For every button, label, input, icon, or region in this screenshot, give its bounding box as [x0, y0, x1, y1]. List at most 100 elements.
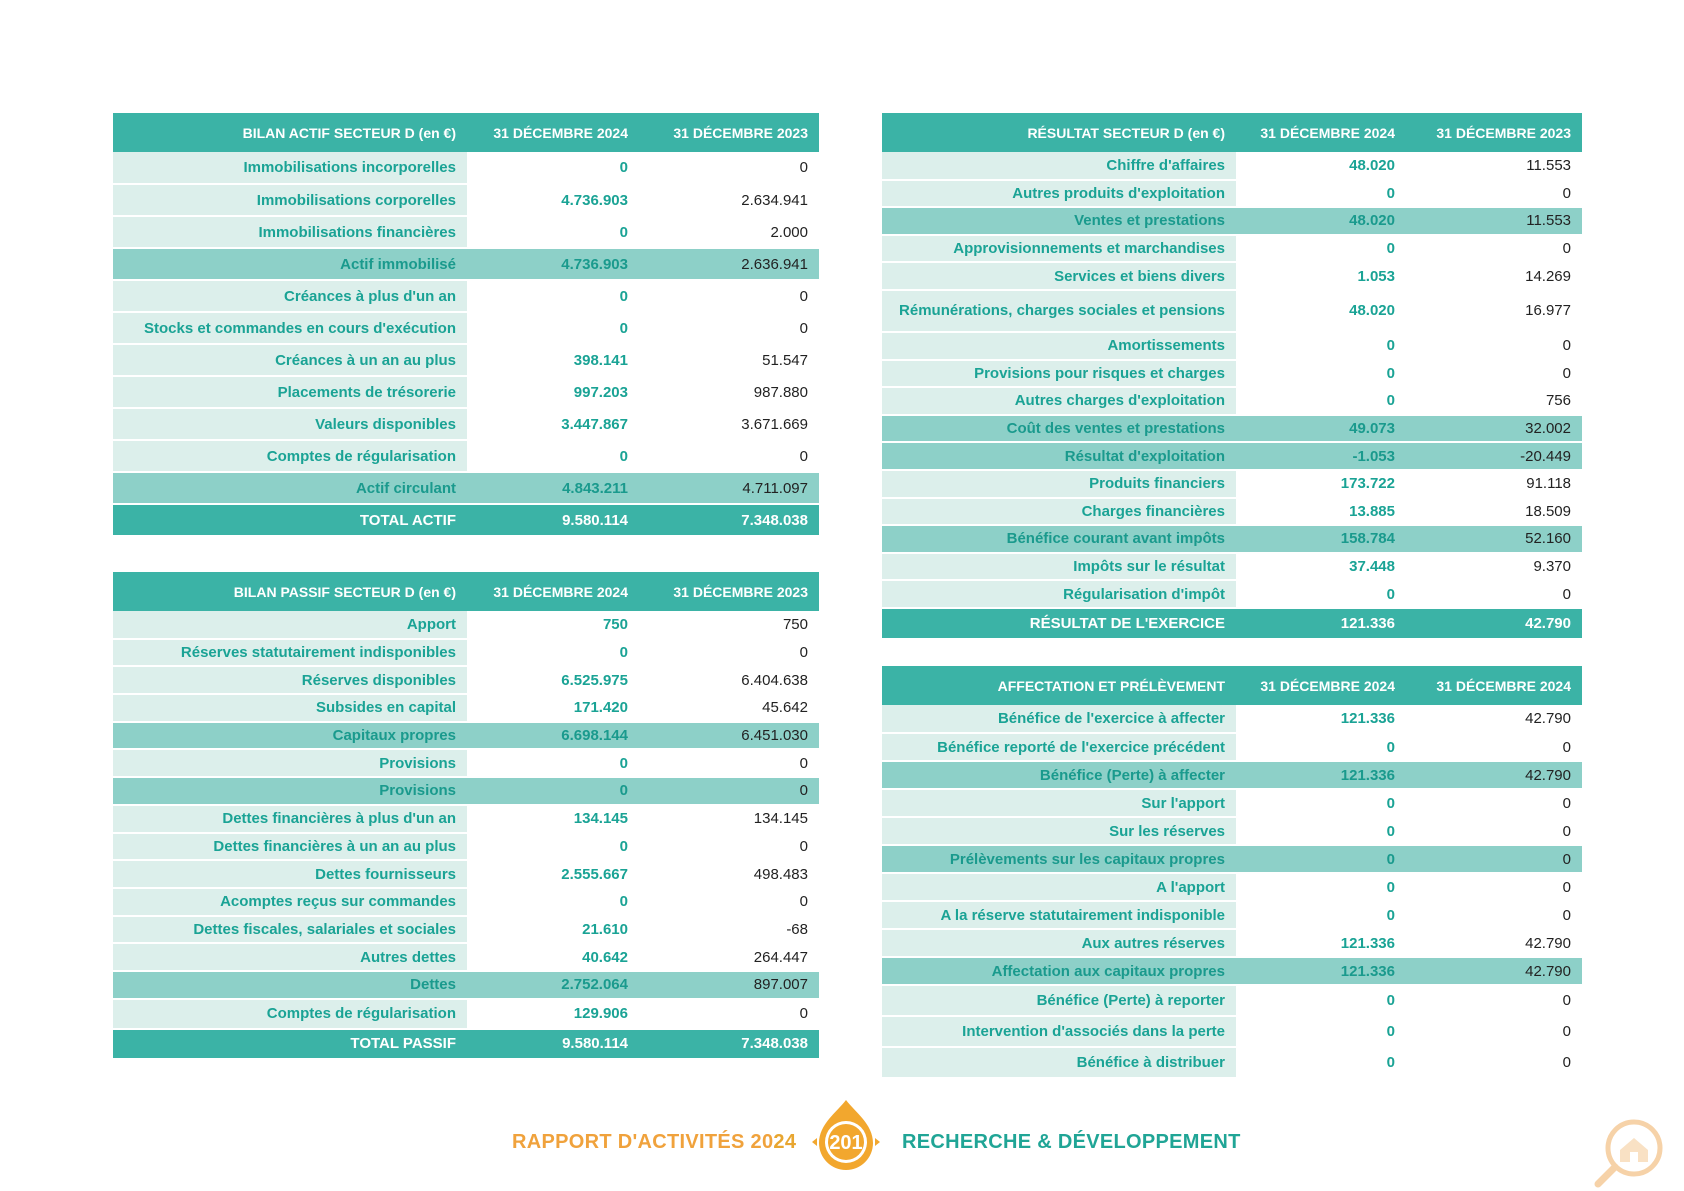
row-label: Valeurs disponibles — [113, 408, 467, 441]
total-row: TOTAL ACTIF 9.580.114 7.348.038 — [113, 504, 819, 537]
value-2024: 997.203 — [467, 376, 639, 409]
value-2024: 121.336 — [1236, 607, 1406, 640]
table-row: Dettes fournisseurs 2.555.667 498.483 — [113, 860, 819, 889]
row-label: Créances à un an au plus — [113, 344, 467, 377]
row-label: TOTAL PASSIF — [113, 1028, 467, 1060]
row-label: Intervention d'associés dans la perte — [882, 1016, 1236, 1048]
footer-report-title: RAPPORT D'ACTIVITÉS 2024 — [512, 1131, 796, 1154]
row-label: Produits financiers — [882, 469, 1236, 499]
row-label: Stocks et commandes en cours d'exécution — [113, 312, 467, 345]
bilan-actif-table: BILAN ACTIF SECTEUR D (en €) 31 DÉCEMBRE… — [113, 113, 819, 537]
subtotal-row: Ventes et prestations 48.020 11.553 — [882, 207, 1582, 236]
row-label: A la réserve statutairement indisponible — [882, 901, 1236, 930]
row-label: Capitaux propres — [113, 721, 467, 751]
value-2023: 0 — [639, 749, 819, 779]
value-2023: 0 — [639, 998, 819, 1030]
value-2023: 18.509 — [1406, 497, 1582, 527]
row-label: Rémunérations, charges sociales et pensi… — [882, 289, 1236, 333]
value-2024: 121.336 — [1236, 929, 1406, 958]
row-label: Coût des ventes et prestations — [882, 414, 1236, 444]
table-row: Bénéfice à distribuer 0 0 — [882, 1047, 1582, 1079]
value-2023: 0 — [1406, 789, 1582, 818]
value-2024: 0 — [467, 887, 639, 917]
table-row: Aux autres réserves 121.336 42.790 — [882, 929, 1582, 958]
value-2023: 42.790 — [1406, 761, 1582, 790]
value-2024: 0 — [467, 152, 639, 185]
table-row: Charges financières 13.885 18.509 — [882, 497, 1582, 527]
row-label: Bénéfice à distribuer — [882, 1047, 1236, 1079]
header-2024: 31 DÉCEMBRE 2024 — [1236, 113, 1406, 152]
table-row: Réserves statutairement indisponibles 0 0 — [113, 638, 819, 668]
value-2024: 0 — [1236, 901, 1406, 930]
subtotal-row: Coût des ventes et prestations 49.073 32.0… — [882, 414, 1582, 444]
page-number: 201 — [829, 1132, 862, 1154]
header-2023: 31 DÉCEMBRE 2023 — [1406, 113, 1582, 152]
row-label: Charges financières — [882, 497, 1236, 527]
table-row: Autres dettes 40.642 264.447 — [113, 943, 819, 972]
value-2023: 0 — [639, 280, 819, 313]
table-row: Dettes financières à un an au plus 0 0 — [113, 832, 819, 862]
table-header: BILAN ACTIF SECTEUR D (en €) 31 DÉCEMBRE… — [113, 113, 819, 152]
row-label: Dettes fournisseurs — [113, 860, 467, 889]
bilan-passif-table: BILAN PASSIF SECTEUR D (en €) 31 DÉCEMBR… — [113, 572, 819, 1060]
row-label: Affectation aux capitaux propres — [882, 957, 1236, 986]
value-2023: 0 — [1406, 179, 1582, 209]
value-2023: 14.269 — [1406, 262, 1582, 291]
row-label: Dettes fiscales, salariales et sociales — [113, 915, 467, 945]
row-label: Prélèvements sur les capitaux propres — [882, 845, 1236, 874]
value-2023: 0 — [1406, 817, 1582, 846]
footer-year-suffix: 24 — [773, 1131, 797, 1153]
affectation-table: AFFECTATION ET PRÉLÈVEMENT 31 DÉCEMBRE 2… — [882, 666, 1582, 1079]
header-label: BILAN ACTIF SECTEUR D (en €) — [113, 113, 467, 152]
value-2024: 9.580.114 — [467, 1028, 639, 1060]
row-label: RÉSULTAT DE L'EXERCICE — [882, 607, 1236, 640]
row-label: Approvisionnements et marchandises — [882, 234, 1236, 264]
value-2023: 0 — [1406, 1047, 1582, 1079]
table-row: Autres produits d'exploitation 0 0 — [882, 179, 1582, 209]
table-row: Dettes financières à plus d'un an 134.145… — [113, 804, 819, 834]
value-2023: 9.370 — [1406, 552, 1582, 582]
subtotal-row: Résultat d'exploitation -1.053 -20.449 — [882, 442, 1582, 471]
value-2023: 0 — [1406, 359, 1582, 389]
table-row: Réserves disponibles 6.525.975 6.404.638 — [113, 666, 819, 696]
table-row: Immobilisations corporelles 4.736.903 2.63… — [113, 184, 819, 217]
value-2024: 0 — [1236, 359, 1406, 389]
table-row: Bénéfice de l'exercice à affecter 121.336… — [882, 705, 1582, 734]
value-2023: 0 — [639, 152, 819, 185]
row-label: Provisions — [113, 777, 467, 806]
row-label: Dettes financières à un an au plus — [113, 832, 467, 862]
table-row: Acomptes reçus sur commandes 0 0 — [113, 887, 819, 917]
row-label: Réserves disponibles — [113, 666, 467, 696]
value-2024: 171.420 — [467, 694, 639, 723]
row-label: Actif circulant — [113, 472, 467, 505]
value-2023: 51.547 — [639, 344, 819, 377]
table-row: Valeurs disponibles 3.447.867 3.671.669 — [113, 408, 819, 441]
header-2024: 31 DÉCEMBRE 2024 — [1236, 666, 1406, 705]
row-label: Ventes et prestations — [882, 207, 1236, 236]
value-2023: 16.977 — [1406, 289, 1582, 333]
value-2024: 398.141 — [467, 344, 639, 377]
row-label: Comptes de régularisation — [113, 998, 467, 1030]
table-row: Apport 750 750 — [113, 611, 819, 640]
value-2024: 4.736.903 — [467, 248, 639, 281]
value-2024: 0 — [467, 749, 639, 779]
row-label: Autres charges d'exploitation — [882, 387, 1236, 416]
row-label: Aux autres réserves — [882, 929, 1236, 958]
value-2023: 0 — [1406, 1016, 1582, 1048]
value-2023: 264.447 — [639, 943, 819, 972]
table-row: Régularisation d'impôt 0 0 — [882, 580, 1582, 609]
footer-section-title: RECHERCHE & DÉVELOPPEMENT — [902, 1131, 1241, 1153]
row-label: Bénéfice (Perte) à reporter — [882, 985, 1236, 1017]
value-2024: 2.555.667 — [467, 860, 639, 889]
row-label: Placements de trésorerie — [113, 376, 467, 409]
table-row: Bénéfice (Perte) à reporter 0 0 — [882, 985, 1582, 1017]
row-label: Apport — [113, 611, 467, 640]
table-row: A la réserve statutairement indisponible… — [882, 901, 1582, 930]
table-row: A l'apport 0 0 — [882, 873, 1582, 902]
value-2023: 750 — [639, 611, 819, 640]
value-2023: 0 — [639, 832, 819, 862]
value-2023: 11.553 — [1406, 152, 1582, 181]
row-label: Immobilisations financières — [113, 216, 467, 249]
value-2023: 0 — [1406, 331, 1582, 361]
value-2024: 48.020 — [1236, 207, 1406, 236]
